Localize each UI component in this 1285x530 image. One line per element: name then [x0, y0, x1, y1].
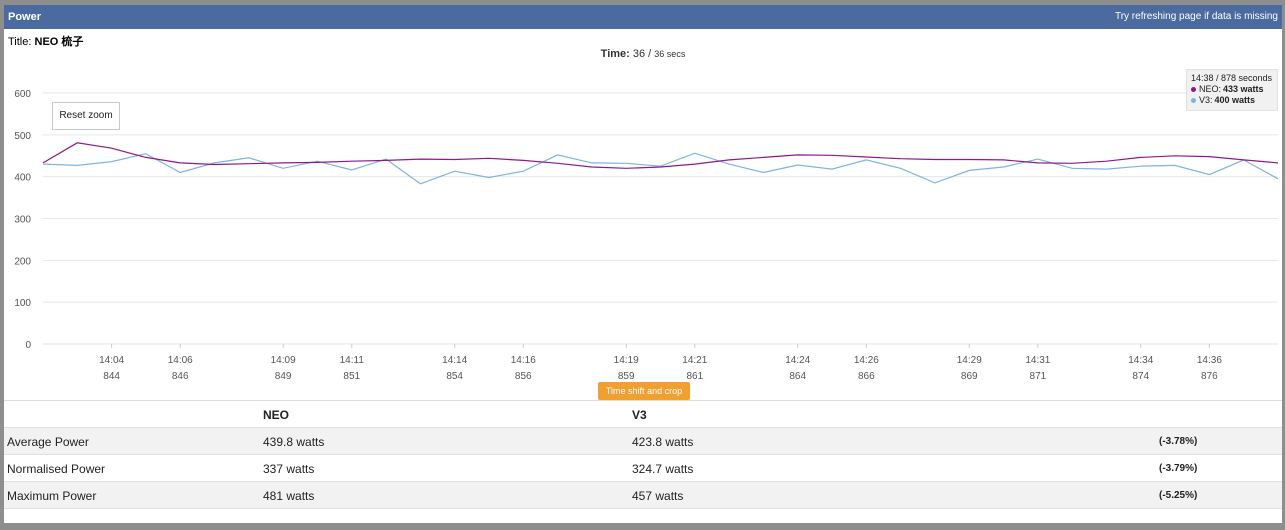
x-tick-seconds-label: 854 [446, 371, 463, 382]
stats-neo-value: 337 watts [263, 462, 315, 476]
stats-row-maximum-power: Maximum Power 481 watts 457 watts (-5.25… [4, 482, 1282, 509]
series-line-neo [42, 142, 1279, 169]
panel-header: Power Try refreshing page if data is mis… [4, 5, 1282, 29]
time-current: 36 [632, 48, 646, 60]
ride-title-label: Title: [8, 36, 32, 48]
stats-table: NEO V3 Average Power 439.8 watts 423.8 w… [4, 400, 1282, 509]
x-tick-time-label: 14:09 [271, 355, 296, 366]
x-tick-seconds-label: 859 [618, 371, 635, 382]
tooltip-header: 14:38 / 878 seconds [1191, 73, 1273, 83]
chart-tooltip: 14:38 / 878 seconds NEO: 433 watts V3: 4… [1186, 69, 1278, 111]
x-tick-time-label: 14:14 [442, 355, 467, 366]
x-tick-seconds-label: 864 [789, 371, 806, 382]
x-tick-seconds-label: 849 [275, 371, 292, 382]
ride-title-name: NEO 梳子 [34, 36, 84, 48]
tooltip-neo-row: NEO: 433 watts [1191, 84, 1273, 94]
power-panel: Power Try refreshing page if data is mis… [4, 5, 1282, 523]
x-tick-time-label: 14:24 [785, 355, 810, 366]
y-tick-label: 0 [25, 340, 31, 351]
x-tick-time-label: 14:11 [340, 355, 365, 366]
x-tick-time-label: 14:36 [1197, 355, 1222, 366]
power-chart[interactable]: 0 100 200 300 400 500 600 14:04 844 14:06 846 14:09… [4, 63, 1282, 403]
y-tick-label: 600 [14, 89, 31, 100]
neo-legend-dot [1191, 86, 1196, 92]
refresh-hint: Try refreshing page if data is missing [1114, 11, 1278, 22]
ride-title: Title: NEO 梳子 [8, 33, 83, 49]
x-tick-time-label: 14:04 [99, 355, 124, 366]
panel-title: Power [8, 11, 42, 23]
tooltip-v3-value: 400 watts [1214, 95, 1256, 105]
tooltip-neo-name: NEO: [1199, 84, 1222, 94]
x-tick-time-label: 14:06 [168, 355, 193, 366]
stats-v3-value: 423.8 watts [632, 435, 694, 449]
x-tick-time-label: 14:34 [1128, 355, 1153, 366]
x-tick-seconds-label: 844 [103, 371, 120, 382]
stats-header-row: NEO V3 [4, 401, 1282, 428]
time-label: Time: [600, 48, 630, 60]
x-tick-time-label: 14:29 [957, 355, 982, 366]
stats-label: Maximum Power [7, 489, 97, 503]
stats-v3-value: 324.7 watts [632, 462, 694, 476]
y-tick-label: 300 [14, 215, 31, 226]
stats-neo-value: 439.8 watts [263, 435, 325, 449]
y-tick-label: 100 [14, 298, 31, 309]
stats-label: Normalised Power [7, 462, 106, 476]
stats-neo-value: 481 watts [263, 489, 315, 503]
tooltip-neo-value: 433 watts [1223, 84, 1264, 94]
x-tick-seconds-label: 874 [1132, 371, 1149, 382]
tooltip-v3-row: V3: 400 watts [1191, 95, 1273, 105]
x-tick-time-label: 14:16 [511, 355, 536, 366]
time-shift-crop-button[interactable]: Time shift and crop [598, 382, 690, 400]
x-tick-seconds-label: 856 [515, 371, 532, 382]
stats-diff: (-3.79%) [1159, 463, 1198, 474]
time-total: 36 secs [654, 49, 686, 59]
x-tick-time-label: 14:19 [614, 355, 639, 366]
stats-header-v3: V3 [632, 408, 647, 422]
x-tick-seconds-label: 869 [961, 371, 978, 382]
x-tick-time-label: 14:21 [682, 355, 707, 366]
x-tick-seconds-label: 871 [1030, 371, 1047, 382]
time-info: Time: 36 / 36 secs [600, 48, 686, 60]
y-tick-label: 200 [14, 256, 31, 267]
stats-label: Average Power [7, 435, 89, 449]
x-tick-seconds-label: 846 [172, 371, 189, 382]
y-tick-label: 500 [14, 131, 31, 142]
x-tick-time-label: 14:31 [1025, 355, 1050, 366]
x-tick-seconds-label: 876 [1201, 371, 1218, 382]
stats-diff: (-3.78%) [1159, 436, 1198, 447]
y-tick-label: 400 [14, 173, 31, 184]
x-tick-seconds-label: 861 [686, 371, 703, 382]
v3-legend-dot [1191, 97, 1196, 103]
stats-row-normalised-power: Normalised Power 337 watts 324.7 watts (… [4, 455, 1282, 482]
reset-zoom-button[interactable]: Reset zoom [52, 102, 120, 130]
stats-diff: (-5.25%) [1159, 490, 1198, 501]
x-tick-seconds-label: 866 [858, 371, 875, 382]
stats-row-average-power: Average Power 439.8 watts 423.8 watts (-… [4, 428, 1282, 455]
stats-v3-value: 457 watts [632, 489, 684, 503]
series-line-v3 [42, 152, 1279, 185]
stats-header-neo: NEO [263, 408, 290, 422]
x-tick-seconds-label: 851 [343, 371, 360, 382]
tooltip-v3-name: V3: [1199, 95, 1213, 105]
x-tick-time-label: 14:26 [854, 355, 879, 366]
